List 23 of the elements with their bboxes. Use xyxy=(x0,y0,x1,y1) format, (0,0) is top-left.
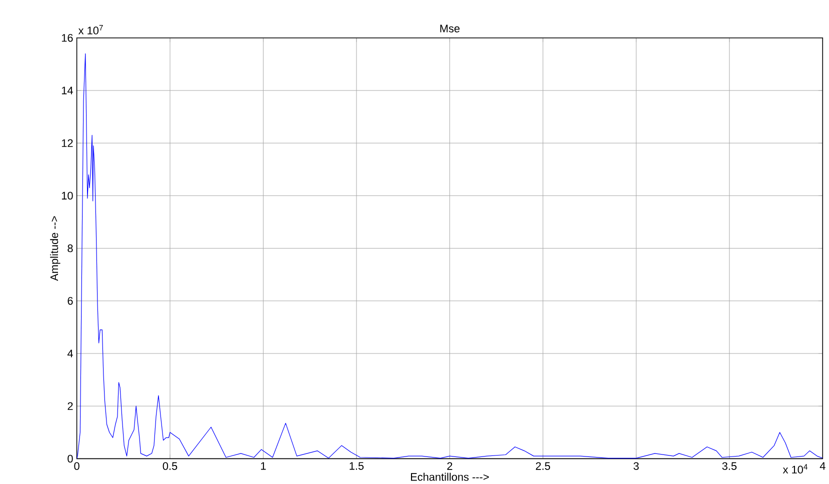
x-tick-label: 2.5 xyxy=(536,462,550,470)
x-tick-label: 0.5 xyxy=(162,462,178,470)
y-tick-label: 0 xyxy=(68,454,73,463)
x-tick-label: 0 xyxy=(74,462,80,470)
x-axis-title: Echantillons ---> xyxy=(410,472,489,481)
x-tick-label: 2 xyxy=(447,462,452,470)
x-tick-label: 1.5 xyxy=(350,462,364,470)
text: x 10$^{7}$ xyxy=(78,25,103,34)
y-tick-label: 6 xyxy=(68,296,73,305)
y-tick-label: 14 xyxy=(62,86,73,94)
x-tick-label: 4 xyxy=(820,462,826,470)
y-axis-title: Amplitude --> xyxy=(50,216,60,281)
y-tick-label: 10 xyxy=(62,192,73,200)
y-tick-label: 12 xyxy=(62,139,73,147)
x-tick-label: 3 xyxy=(634,462,639,470)
chart-title: Mse xyxy=(440,24,460,32)
text: x 10$^{4}$ xyxy=(782,464,808,474)
x-tick-label: 1 xyxy=(261,462,266,470)
y-tick-label: 8 xyxy=(68,244,73,252)
y-tick-label: 16 xyxy=(62,34,73,42)
y-tick-label: 4 xyxy=(67,350,73,358)
x-tick-label: 3.5 xyxy=(722,462,737,470)
y-tick-label: 2 xyxy=(68,402,73,410)
